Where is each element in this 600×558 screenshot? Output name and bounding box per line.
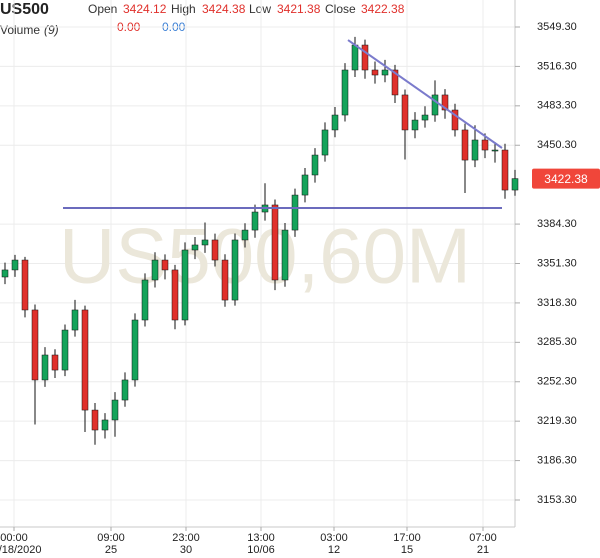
candle-body <box>491 149 499 152</box>
candle-body <box>51 354 59 371</box>
candle-body <box>41 354 49 381</box>
x-tick-sublabel: 25 <box>105 544 117 556</box>
candle-body <box>101 419 109 431</box>
watermark: US500,60M <box>59 212 471 300</box>
candle-body <box>511 178 519 191</box>
candle-body <box>401 94 409 131</box>
close-value: 3422.38 <box>361 2 405 16</box>
candle-body <box>111 399 119 421</box>
y-tick-label: 3483.30 <box>537 100 577 112</box>
x-tick-label: 07:00 <box>469 532 497 544</box>
symbol: US500 <box>0 1 49 18</box>
candle-body <box>281 229 289 281</box>
candle-body <box>441 94 449 111</box>
x-tick-label: 09:00 <box>97 532 125 544</box>
candle-body <box>431 94 439 116</box>
candle-body <box>241 229 249 241</box>
candle-body <box>411 119 419 131</box>
candle-body <box>451 109 459 131</box>
y-tick-label: 3351.30 <box>537 257 577 269</box>
x-tick-sublabel: 09/18/2020 <box>0 544 42 556</box>
high-label: High <box>171 2 196 16</box>
y-tick-label: 3219.30 <box>537 415 577 427</box>
y-tick-label: 3516.30 <box>537 60 577 72</box>
candle-body <box>391 69 399 96</box>
candle-body <box>461 129 469 161</box>
candle-body <box>71 309 79 331</box>
candle-body <box>421 114 429 121</box>
x-tick-label: 00:00 <box>0 532 28 544</box>
open-value: 3424.12 <box>123 2 167 16</box>
y-tick-label: 3186.30 <box>537 454 577 466</box>
candle-body <box>121 379 129 401</box>
open-label: Open <box>88 2 117 16</box>
candle-body <box>311 154 319 176</box>
low-value: 3421.38 <box>277 2 321 16</box>
candle-body <box>271 204 279 281</box>
candle-body <box>471 139 479 161</box>
candle-body <box>331 114 339 131</box>
candle-body <box>251 211 259 231</box>
candle-body <box>291 194 299 231</box>
candle-body <box>361 44 369 71</box>
candle-body <box>31 309 39 381</box>
volume-label: Volume <box>0 23 40 37</box>
candle-body <box>11 259 19 271</box>
x-tick-label: 17:00 <box>393 532 421 544</box>
y-tick-label: 3384.30 <box>537 218 577 230</box>
x-tick-sublabel: 21 <box>477 544 489 556</box>
last-price-label: 3422.38 <box>544 172 588 186</box>
candle-body <box>371 69 379 76</box>
y-tick-label: 3153.30 <box>537 494 577 506</box>
x-tick-sublabel: 12 <box>328 544 340 556</box>
candle-body <box>211 239 219 261</box>
y-tick-label: 3285.30 <box>537 336 577 348</box>
candle-body <box>301 174 309 196</box>
candle-body <box>381 69 389 76</box>
high-value: 3424.38 <box>202 2 246 16</box>
y-tick-label: 3549.30 <box>537 21 577 33</box>
trendline <box>347 39 503 149</box>
close-label: Close <box>325 2 356 16</box>
x-tick-label: 03:00 <box>320 532 348 544</box>
x-tick-label: 13:00 <box>247 532 275 544</box>
x-tick-sublabel: 15 <box>401 544 413 556</box>
candle-body <box>231 239 239 301</box>
volume-period: (9) <box>44 23 59 37</box>
candle-body <box>191 244 199 251</box>
y-tick-label: 3252.30 <box>537 376 577 388</box>
candle-body <box>1 269 9 278</box>
x-tick-label: 23:00 <box>172 532 200 544</box>
candle-body <box>151 259 159 281</box>
candle-body <box>481 139 489 151</box>
candle-body <box>221 259 229 301</box>
candle-body <box>91 409 99 431</box>
candle-body <box>21 259 29 311</box>
candle-body <box>131 319 139 381</box>
candle-body <box>81 309 89 411</box>
candle-body <box>321 129 329 156</box>
candle-body <box>341 69 349 116</box>
x-tick-sublabel: 10/06 <box>247 544 275 556</box>
last-price-tag <box>532 168 600 189</box>
candle-body <box>161 259 169 271</box>
x-tick-sublabel: 30 <box>180 544 192 556</box>
candle-body <box>141 279 149 321</box>
candle-body <box>61 329 69 371</box>
candle-body <box>201 239 209 246</box>
candle-body <box>351 44 359 71</box>
candle-body <box>501 149 509 191</box>
candle-body <box>181 249 189 321</box>
candle-body <box>171 269 179 321</box>
y-tick-label: 3318.30 <box>537 297 577 309</box>
low-label: Low <box>249 2 271 16</box>
y-tick-label: 3450.30 <box>537 139 577 151</box>
